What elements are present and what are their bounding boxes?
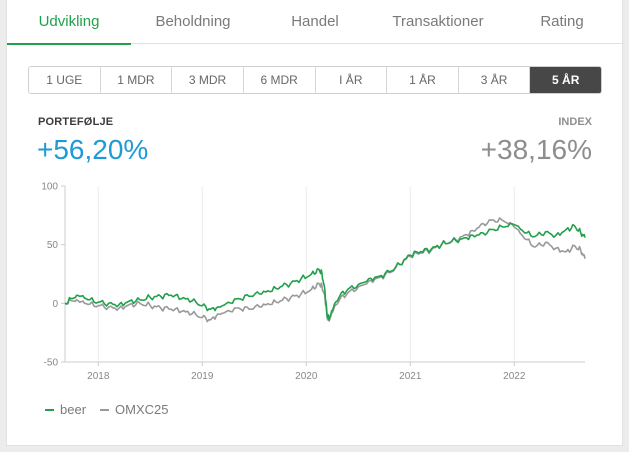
period-i-aar[interactable]: I ÅR bbox=[315, 67, 388, 93]
legend-line-icon bbox=[100, 408, 110, 411]
performance-chart: 100 50 0 -50 2018 2019 2020 2021 2022 bbox=[41, 182, 586, 382]
chart-legend: beer OMXC25 bbox=[45, 402, 183, 417]
y-tick-labels: 100 50 0 -50 bbox=[41, 182, 65, 369]
x-tick-label: 2021 bbox=[399, 371, 422, 382]
legend-label: beer bbox=[60, 402, 87, 417]
series-line-omxc25 bbox=[64, 217, 586, 323]
period-1-uge[interactable]: 1 UGE bbox=[29, 67, 101, 93]
x-tick-labels: 2018 2019 2020 2021 2022 bbox=[87, 362, 526, 382]
tab-rating[interactable]: Rating bbox=[540, 13, 584, 30]
y-tick-label: 100 bbox=[41, 182, 58, 193]
portfolio-return-value: +56,20% bbox=[37, 134, 149, 165]
index-label: INDEX bbox=[558, 116, 592, 128]
index-return-value: +38,16% bbox=[480, 134, 592, 165]
period-6-mdr[interactable]: 6 MDR bbox=[243, 67, 316, 93]
y-tick-label: 0 bbox=[52, 299, 58, 310]
chart-series bbox=[64, 217, 586, 323]
x-gridlines bbox=[97, 186, 515, 362]
x-tick-label: 2019 bbox=[191, 371, 214, 382]
tab-udvikling[interactable]: Udvikling bbox=[7, 0, 131, 45]
period-3-aar[interactable]: 3 ÅR bbox=[458, 67, 531, 93]
legend-item-omxc25[interactable]: OMXC25 bbox=[100, 402, 169, 417]
y-tick-label: 50 bbox=[47, 240, 59, 251]
x-tick-label: 2022 bbox=[503, 371, 526, 382]
tab-handel[interactable]: Handel bbox=[291, 13, 339, 30]
legend-line-icon bbox=[45, 408, 54, 411]
x-tick-label: 2020 bbox=[295, 371, 318, 382]
portfolio-card: Udvikling Beholdning Handel Transaktione… bbox=[6, 0, 624, 446]
period-5-aar[interactable]: 5 ÅR bbox=[530, 67, 601, 93]
period-1-aar[interactable]: 1 ÅR bbox=[387, 67, 459, 93]
series-line-beer bbox=[64, 222, 586, 321]
period-3-mdr[interactable]: 3 MDR bbox=[172, 67, 244, 93]
legend-item-beer[interactable]: beer bbox=[45, 402, 86, 417]
x-tick-label: 2018 bbox=[87, 371, 110, 382]
tab-beholdning[interactable]: Beholdning bbox=[155, 13, 231, 30]
portfolio-label: PORTEFØLJE bbox=[38, 116, 114, 128]
period-selector: 1 UGE 1 MDR 3 MDR 6 MDR I ÅR 1 ÅR 3 ÅR 5… bbox=[28, 66, 602, 94]
tab-transaktioner[interactable]: Transaktioner bbox=[392, 13, 484, 30]
legend-label: OMXC25 bbox=[115, 402, 169, 417]
y-tick-label: -50 bbox=[44, 358, 59, 369]
tab-bar: Udvikling Beholdning Handel Transaktione… bbox=[7, 0, 624, 45]
period-1-mdr[interactable]: 1 MDR bbox=[100, 67, 173, 93]
